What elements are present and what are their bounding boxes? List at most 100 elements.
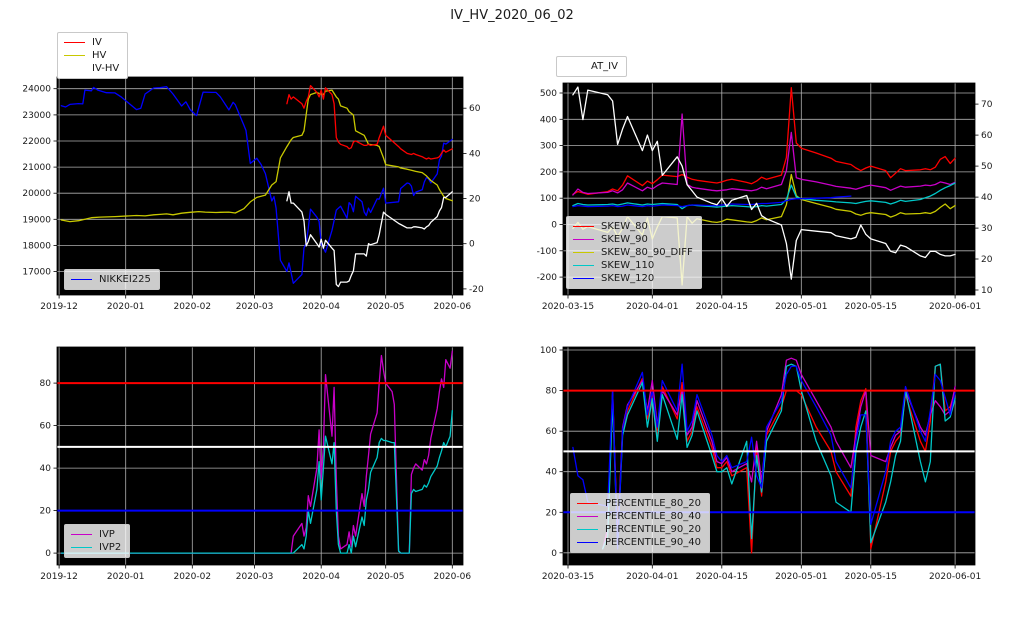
legend-line-sample-SKEW_120 [573,278,594,279]
legend-line-sample-PERCENTILE_90_40 [577,542,598,543]
x-tick-label: 2019-12 [40,302,78,312]
legend-line-sample-SKEW_110 [573,265,594,266]
legend-label: IV-HV [92,63,120,74]
chart-iv_hv: 2019-12 2020-01 2020-02 2020-03 2020-04 2020-… [22,76,484,312]
y-tick-label: 21000 [22,163,51,173]
y-tick-label: 24000 [22,85,51,95]
figure-title: IV_HV_2020_06_02 [450,8,574,23]
y-tick-label: 20 [40,507,52,517]
legend-line-sample-IVP [71,534,92,535]
legend-item-IVP: IVP [71,528,121,541]
x-tick-label: 2020-04-15 [696,572,748,582]
legend-line-sample-PERCENTILE_80_40 [577,516,598,517]
legend-label: AT_IV [591,61,618,72]
x-tick-label: 2020-04 [302,302,340,312]
legend-line-sample-IV [64,42,85,43]
legend-item-IV-HV: IV-HV [64,62,119,75]
y2-tick-label: 20 [469,195,481,205]
x-tick-label: 2020-04-01 [626,572,678,582]
x-tick-label: 2020-03-15 [542,572,594,582]
y-tick-label: 80 [546,387,558,397]
legend-line-sample-PERCENTILE_90_20 [577,529,598,530]
y2-tick-label: 70 [981,100,993,110]
legend-label: IVP2 [99,542,122,553]
legend-label: PERCENTILE_80_40 [605,511,701,522]
y-tick-label: 20 [546,508,558,518]
legend-line-sample-HV [64,55,85,56]
y2-tick-label: 0 [469,240,475,250]
legend-line-sample-SKEW_90 [573,239,594,240]
y2-tick-label: 50 [981,162,993,172]
y-tick-label: 60 [546,427,558,437]
y2-tick-label: 20 [981,255,993,265]
x-tick-label: 2020-01 [107,302,145,312]
plot-border [56,76,464,296]
y-tick-label: 22000 [22,137,51,147]
legend-label: NIKKEI225 [99,274,151,285]
y2-tick-label: 10 [981,286,993,296]
y-tick-label: 300 [540,142,557,152]
legend-label: SKEW_120 [601,273,655,284]
legend-label: HV [92,50,107,61]
y-tick-label: 0 [551,221,557,231]
series-HV [60,89,453,223]
series-SKEW_80 [572,87,956,195]
legend-label: SKEW_80 [601,221,648,232]
legend-line-sample-IVP2 [71,547,92,548]
legend-line-sample-SKEW_80 [573,226,594,227]
legend-line-sample-SKEW_80_90_DIFF [573,252,594,253]
series-IVP2 [60,410,453,554]
legend-item-AT_IV: AT_IV [563,60,618,73]
y-tick-label: 18000 [22,241,51,251]
series-PERCENTILE_90_20 [602,363,956,550]
legend-item-IV: IV [64,36,119,49]
x-tick-label: 2020-05-15 [845,302,897,312]
plot-border [562,82,976,296]
y-tick-label: 40 [40,464,52,474]
x-tick-label: 2020-06-01 [929,572,981,582]
y-tick-label: 20000 [22,189,51,199]
legend-line-sample-AT_IV [563,66,584,67]
x-tick-label: 2020-03 [236,302,274,312]
chart-ivp: 2019-12 2020-01 2020-02 2020-03 2020-04 2020-… [40,346,471,582]
y2-tick-label: -20 [469,285,484,295]
legend-item-SKEW_90: SKEW_90 [573,233,693,246]
x-tick-label: 2020-05-01 [775,572,827,582]
x-tick-label: 2020-05-01 [775,302,827,312]
x-tick-label: 2019-12 [40,572,78,582]
legend-at_iv-3: SKEW_80 SKEW_90 SKEW_80_90_DIFF SKEW_110 SKE… [566,216,702,289]
y-tick-label: 200 [540,168,557,178]
series-IV [286,84,453,160]
x-tick-label: 2020-06 [433,572,471,582]
legend-pct-5: PERCENTILE_80_20 PERCENTILE_80_40 PERCENTI… [570,493,710,553]
x-tick-label: 2020-05 [367,572,405,582]
legend-ivp-4: IVP IVP2 [64,524,131,558]
legend-label: SKEW_110 [601,260,655,271]
x-tick-label: 2020-05 [367,302,405,312]
x-tick-label: 2020-02 [173,572,211,582]
series-AT_IV [572,86,956,280]
legend-iv_hv-1: NIKKEI225 [64,269,160,290]
x-tick-label: 2020-06 [433,302,471,312]
y-tick-label: 19000 [22,215,51,225]
legend-item-PERCENTILE_90_20: PERCENTILE_90_20 [577,523,701,536]
y-tick-label: 500 [540,89,557,99]
legend-label: IV [92,37,102,48]
legend-item-PERCENTILE_90_40: PERCENTILE_90_40 [577,536,701,549]
plot-border [562,346,976,566]
y-tick-label: 40 [546,468,558,478]
x-tick-label: 2020-04-01 [626,302,678,312]
y-tick-label: 100 [540,194,557,204]
y2-tick-label: 30 [981,224,993,234]
legend-item-SKEW_120: SKEW_120 [573,272,693,285]
series-NIKKEI225 [60,86,453,284]
legend-item-HV: HV [64,49,119,62]
legend-line-sample-IV-HV [64,68,85,69]
legend-label: SKEW_90 [601,234,648,245]
y-tick-label: 400 [540,115,557,125]
x-tick-label: 2020-03-15 [542,302,594,312]
legend-label: PERCENTILE_90_20 [605,524,701,535]
legend-item-SKEW_110: SKEW_110 [573,259,693,272]
legend-item-SKEW_80: SKEW_80 [573,220,693,233]
